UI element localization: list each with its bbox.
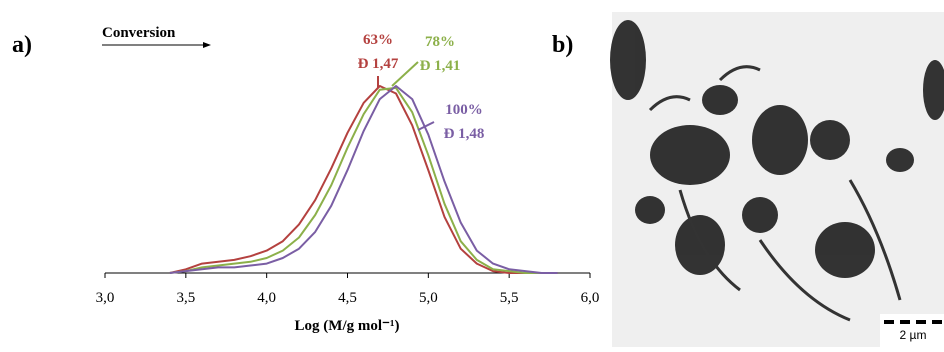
legend-label: 100% [445,102,483,118]
panel-label: a) [12,32,32,58]
x-tick-label: 5,0 [419,290,438,306]
leader-line [417,121,435,131]
x-tick-label: 4,0 [257,290,276,306]
x-tick-label: 6,0 [581,290,600,306]
x-tick-label: 3,5 [176,290,195,306]
x-tick-label: 4,5 [338,290,357,306]
legend-label: 78% [425,34,455,50]
x-tick-label: 3,0 [96,290,115,306]
line-series [169,86,558,274]
tem-image: 2 µm [610,12,944,347]
x-tick-label: 5,5 [500,290,519,306]
arrow-label: Conversion [102,25,176,41]
line-series [169,85,558,274]
scale-bar-label: 2 µm [900,328,927,342]
leader-line [391,61,419,87]
dispersity-label: Đ 1,47 [358,56,399,72]
dispersity-label: Đ 1,48 [444,126,485,142]
x-axis-label: Log (M/g mol⁻¹) [295,318,400,334]
dispersity-label: Đ 1,41 [420,58,461,74]
legend-label: 63% [363,32,393,48]
panel-label: b) [552,32,573,58]
line-series [169,85,558,274]
arrow-head [203,42,211,48]
